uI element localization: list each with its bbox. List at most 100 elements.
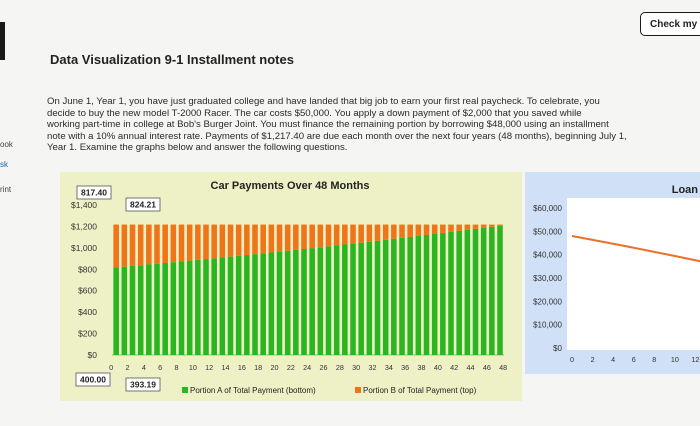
bar-portion-a	[211, 258, 217, 355]
loan-x-tick-label: 4	[611, 355, 615, 364]
y-tick-label: $800	[78, 264, 97, 274]
bar-portion-b	[121, 224, 128, 267]
sidebar-item-print[interactable]: rint	[0, 185, 12, 194]
bar-portion-b	[203, 224, 209, 260]
bar-portion-a	[440, 232, 446, 355]
data-label-box	[76, 185, 112, 200]
bar-portion-b	[219, 224, 226, 258]
bar-portion-b	[333, 224, 340, 246]
problem-line: working part-time in college at Bob's Bu…	[47, 119, 609, 131]
data-label-box	[75, 372, 111, 387]
bar-portion-b	[366, 224, 373, 242]
legend-swatch-portion-b	[355, 387, 361, 393]
bar-portion-a	[235, 255, 242, 355]
bar-portion-b	[186, 224, 193, 261]
bar-portion-b	[309, 224, 315, 249]
loan-x-tick-label: 12	[691, 355, 699, 364]
x-tick-label: 30	[352, 363, 360, 372]
bar-portion-b	[342, 224, 348, 245]
x-tick-label: 38	[418, 363, 426, 372]
bar-portion-b	[211, 224, 217, 259]
bar-portion-b	[235, 224, 242, 256]
bar-portion-b	[497, 224, 503, 226]
bar-portion-b	[391, 224, 397, 239]
x-tick-label: 36	[401, 363, 409, 372]
bar-portion-a	[154, 263, 160, 355]
bar-portion-a	[415, 235, 422, 355]
bar-portion-a	[480, 227, 487, 355]
x-tick-label: 48	[499, 363, 507, 372]
bar-portion-b	[227, 224, 234, 257]
bar-portion-b	[276, 224, 283, 252]
x-tick-label: 12	[205, 363, 213, 372]
legend-label-portion-b: Portion B of Total Payment (top)	[363, 386, 477, 395]
x-tick-label: 22	[287, 363, 295, 372]
bar-portion-b	[195, 224, 201, 260]
y-tick-label: $1,400	[71, 200, 97, 210]
x-tick-label: 34	[385, 363, 393, 372]
x-tick-label: 10	[189, 363, 197, 372]
loan-y-tick-label: $50,000	[533, 227, 562, 236]
bar-portion-a	[497, 225, 503, 355]
bar-portion-b	[399, 224, 405, 238]
bar-portion-b	[137, 224, 144, 266]
loan-y-tick-label: $10,000	[533, 321, 562, 330]
loan-x-tick-label: 0	[570, 355, 574, 364]
x-tick-label: 0	[109, 363, 113, 372]
bar-portion-b	[260, 224, 266, 254]
bar-portion-a	[382, 239, 389, 355]
bar-portion-a	[423, 234, 430, 355]
bar-portion-a	[268, 252, 275, 355]
bar-portion-a	[342, 244, 348, 355]
bar-portion-b	[489, 224, 495, 227]
x-tick-label: 42	[450, 363, 458, 372]
data-label: 400.00	[80, 375, 106, 385]
bar-portion-b	[293, 224, 299, 250]
bar-portion-a	[260, 253, 266, 355]
problem-line: decide to buy the new model T-2000 Racer…	[47, 107, 582, 119]
bar-portion-a	[252, 254, 258, 355]
check-my-work-button[interactable]: Check my w	[640, 12, 700, 36]
bar-portion-a	[366, 241, 373, 355]
x-tick-label: 20	[271, 363, 279, 372]
bar-portion-b	[129, 224, 136, 266]
bar-portion-a	[244, 254, 250, 355]
bar-portion-a	[162, 262, 168, 355]
loan-x-tick-label: 10	[671, 355, 679, 364]
bar-portion-b	[146, 224, 152, 265]
bar-portion-a	[431, 233, 438, 355]
x-tick-label: 44	[467, 363, 475, 372]
loan-y-tick-label: $40,000	[533, 251, 562, 260]
legend-label-portion-a: Portion A of Total Payment (bottom)	[190, 386, 316, 395]
problem-line: note with a 10% annual interest rate. Pa…	[47, 130, 627, 142]
bar-portion-b	[423, 224, 430, 235]
bar-portion-a	[129, 265, 136, 355]
x-tick-label: 40	[434, 363, 442, 372]
bar-portion-a	[178, 261, 185, 355]
x-tick-label: 32	[369, 363, 377, 372]
x-tick-label: 26	[320, 363, 328, 372]
bar-portion-b	[268, 224, 275, 253]
bar-portion-a	[195, 259, 201, 355]
bar-portion-b	[170, 224, 177, 263]
loan-y-tick-label: $30,000	[533, 274, 562, 283]
bar-portion-b	[358, 224, 364, 243]
loan-x-tick-label: 6	[632, 355, 636, 364]
bar-portion-a	[186, 260, 193, 355]
loan-y-tick-label: $0	[553, 344, 562, 353]
bar-portion-b	[480, 224, 487, 228]
bar-portion-b	[244, 224, 250, 255]
bar-portion-a	[301, 249, 307, 355]
bar-portion-b	[350, 224, 356, 244]
bar-portion-a	[137, 265, 144, 355]
sidebar-item-ebook[interactable]: ook	[0, 140, 13, 149]
bar-portion-a	[146, 264, 152, 355]
bar-portion-a	[358, 242, 364, 355]
x-tick-label: 16	[238, 363, 246, 372]
page-title: Data Visualization 9-1 Installment notes	[50, 52, 294, 67]
bar-portion-b	[472, 224, 479, 229]
bar-portion-b	[325, 224, 332, 247]
sidebar-item-ask[interactable]: sk	[0, 160, 8, 169]
bar-portion-a	[374, 240, 381, 355]
bar-portion-a	[293, 249, 299, 355]
